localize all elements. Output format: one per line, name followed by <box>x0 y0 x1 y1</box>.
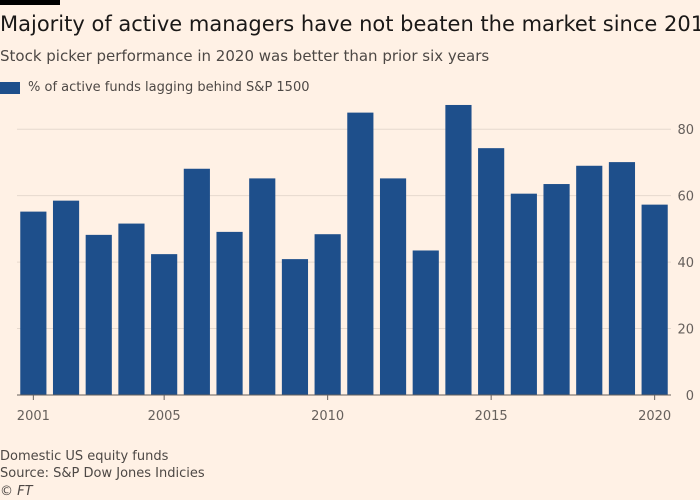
bar-2016 <box>510 193 537 395</box>
x-tick-label: 2005 <box>148 409 181 424</box>
bar-2010 <box>314 234 341 395</box>
x-tick-label: 2010 <box>311 409 344 424</box>
bars <box>20 104 668 395</box>
bar-2003 <box>85 234 112 395</box>
y-tick-label: 40 <box>677 256 694 271</box>
x-tick-label: 2020 <box>638 409 671 424</box>
gridlines <box>17 128 671 330</box>
y-tick-label: 20 <box>677 323 694 338</box>
footer-note: Domestic US equity funds <box>0 449 169 464</box>
bar-2011 <box>347 112 374 395</box>
bar-2004 <box>118 223 145 395</box>
ft-accent-bar <box>0 0 60 5</box>
bar-2018 <box>576 165 603 395</box>
axes: 0 20 40 60 80 2001 2005 2010 2015 2020 <box>17 123 694 424</box>
chart-title: Majority of active managers have not bea… <box>0 12 700 36</box>
bar-2015 <box>478 148 505 395</box>
footer-copyright: © FT <box>0 484 33 499</box>
bar-2006 <box>183 168 210 395</box>
legend-swatch <box>0 82 20 94</box>
y-tick-label: 80 <box>677 123 694 138</box>
y-tick-label: 0 <box>686 389 694 404</box>
bar-2007 <box>216 231 243 395</box>
bar-2002 <box>52 200 80 395</box>
chart-legend: % of active funds lagging behind S&P 150… <box>0 79 310 97</box>
bar-2008 <box>249 178 276 395</box>
legend-label: % of active funds lagging behind S&P 150… <box>28 80 310 95</box>
x-tick-label: 2001 <box>17 409 50 424</box>
footer-source: Source: S&P Dow Jones Indicies <box>0 466 205 481</box>
bar-2019 <box>608 162 636 395</box>
bar-2020 <box>641 204 668 395</box>
bar-2005 <box>151 254 178 395</box>
x-tick-label: 2015 <box>475 409 508 424</box>
bar-2012 <box>379 178 407 395</box>
bar-2014 <box>445 104 472 395</box>
bar-2009 <box>281 259 309 395</box>
bar-2001 <box>20 211 47 395</box>
bar-2017 <box>543 184 570 395</box>
chart-subtitle: Stock picker performance in 2020 was bet… <box>0 47 490 65</box>
y-tick-label: 60 <box>677 190 694 205</box>
bar-2013 <box>412 250 439 395</box>
